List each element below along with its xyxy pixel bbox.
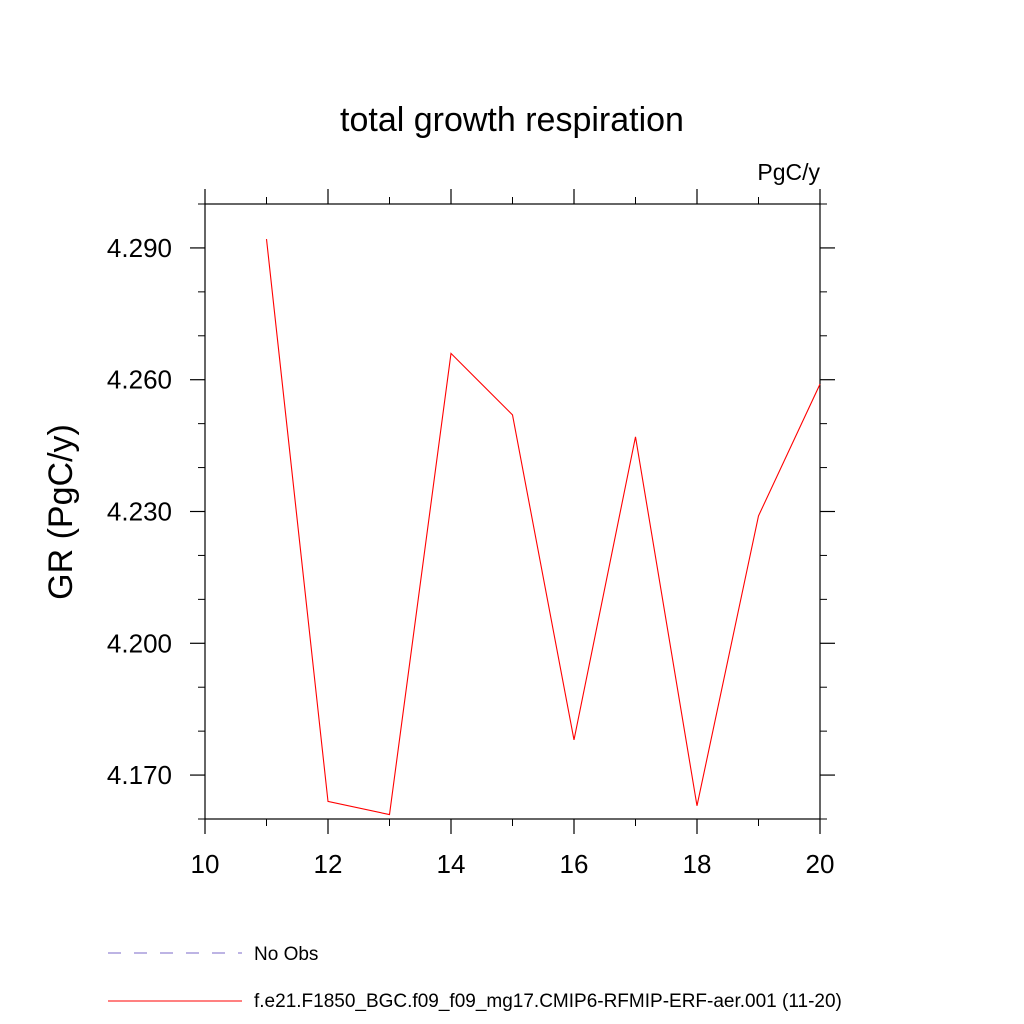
series-line [265, 239, 821, 816]
plot-frame [204, 203, 821, 820]
x-tick-label: 18 [683, 849, 712, 879]
y-axis-label: GR (PgC/y) [42, 424, 80, 600]
legend-label-model-run: f.e21.F1850_BGC.f09_f09_mg17.CMIP6-RFMIP… [254, 991, 842, 1012]
y-tick-label: 4.170 [107, 760, 172, 790]
units-label: PgC/y [757, 159, 820, 185]
y-tick-label: 4.230 [107, 497, 172, 527]
legend-label-no-obs: No Obs [254, 944, 318, 965]
legend: No Obs f.e21.F1850_BGC.f09_f09_mg17.CMIP… [108, 944, 842, 1012]
x-tick-label: 14 [437, 849, 466, 879]
x-tick-label: 12 [314, 849, 343, 879]
y-tick-label: 4.260 [107, 365, 172, 395]
x-tick-label: 20 [806, 849, 835, 879]
y-tick-label: 4.290 [107, 233, 172, 263]
x-tick-label: 10 [191, 849, 220, 879]
y-tick-label: 4.200 [107, 628, 172, 658]
axes: 10 12 14 16 18 20 4.170 4.200 4.230 4.260 4.290 [107, 189, 835, 879]
series-layer [265, 239, 821, 816]
x-tick-label: 16 [560, 849, 589, 879]
chart-title: total growth respiration [340, 101, 684, 139]
